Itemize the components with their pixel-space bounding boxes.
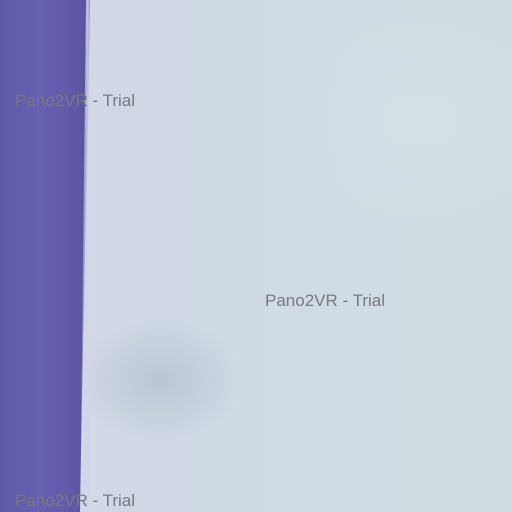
purple-panel <box>0 0 90 512</box>
trial-watermark: Pano2VR - Trial <box>15 491 135 510</box>
trial-watermark: Pano2VR - Trial <box>15 91 135 110</box>
trial-watermark: Pano2VR - Trial <box>265 291 385 310</box>
